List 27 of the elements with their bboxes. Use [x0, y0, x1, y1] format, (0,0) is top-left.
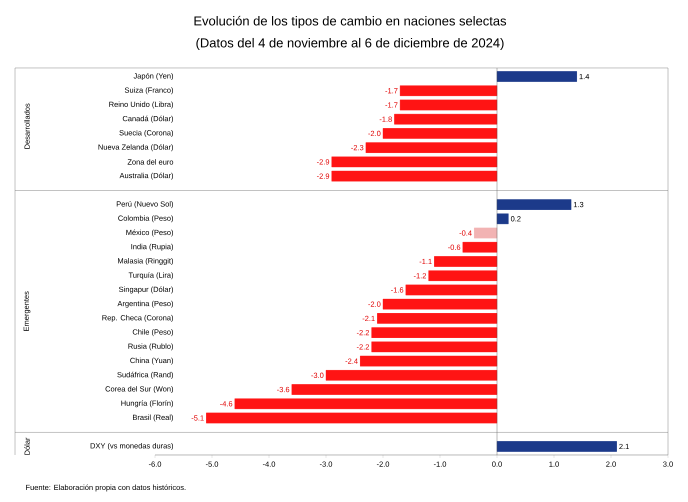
bar [377, 313, 498, 324]
bar [371, 327, 498, 338]
bar [496, 71, 578, 82]
bar [400, 100, 498, 110]
bar [234, 398, 498, 410]
bar [496, 199, 572, 210]
bar [474, 228, 498, 238]
bar [394, 114, 498, 125]
chart-title: Evolución de los tipos de cambio en naciones selectas [194, 16, 506, 28]
bar [332, 170, 498, 182]
bar [496, 441, 617, 452]
bar [371, 342, 498, 352]
chart-subtitle: (Datos del 4 de noviembre al 6 de diciembre de 2024) [196, 38, 504, 50]
bar [382, 298, 498, 310]
bar [206, 412, 498, 424]
bar [292, 384, 498, 395]
bar [400, 85, 498, 96]
bar [496, 213, 509, 224]
bar [434, 256, 498, 267]
bar [326, 370, 498, 381]
bar [462, 242, 498, 253]
bar [360, 356, 498, 366]
bar [366, 142, 498, 153]
bar [382, 128, 498, 139]
bar [406, 284, 498, 296]
bar [428, 270, 498, 282]
bar [332, 156, 498, 168]
